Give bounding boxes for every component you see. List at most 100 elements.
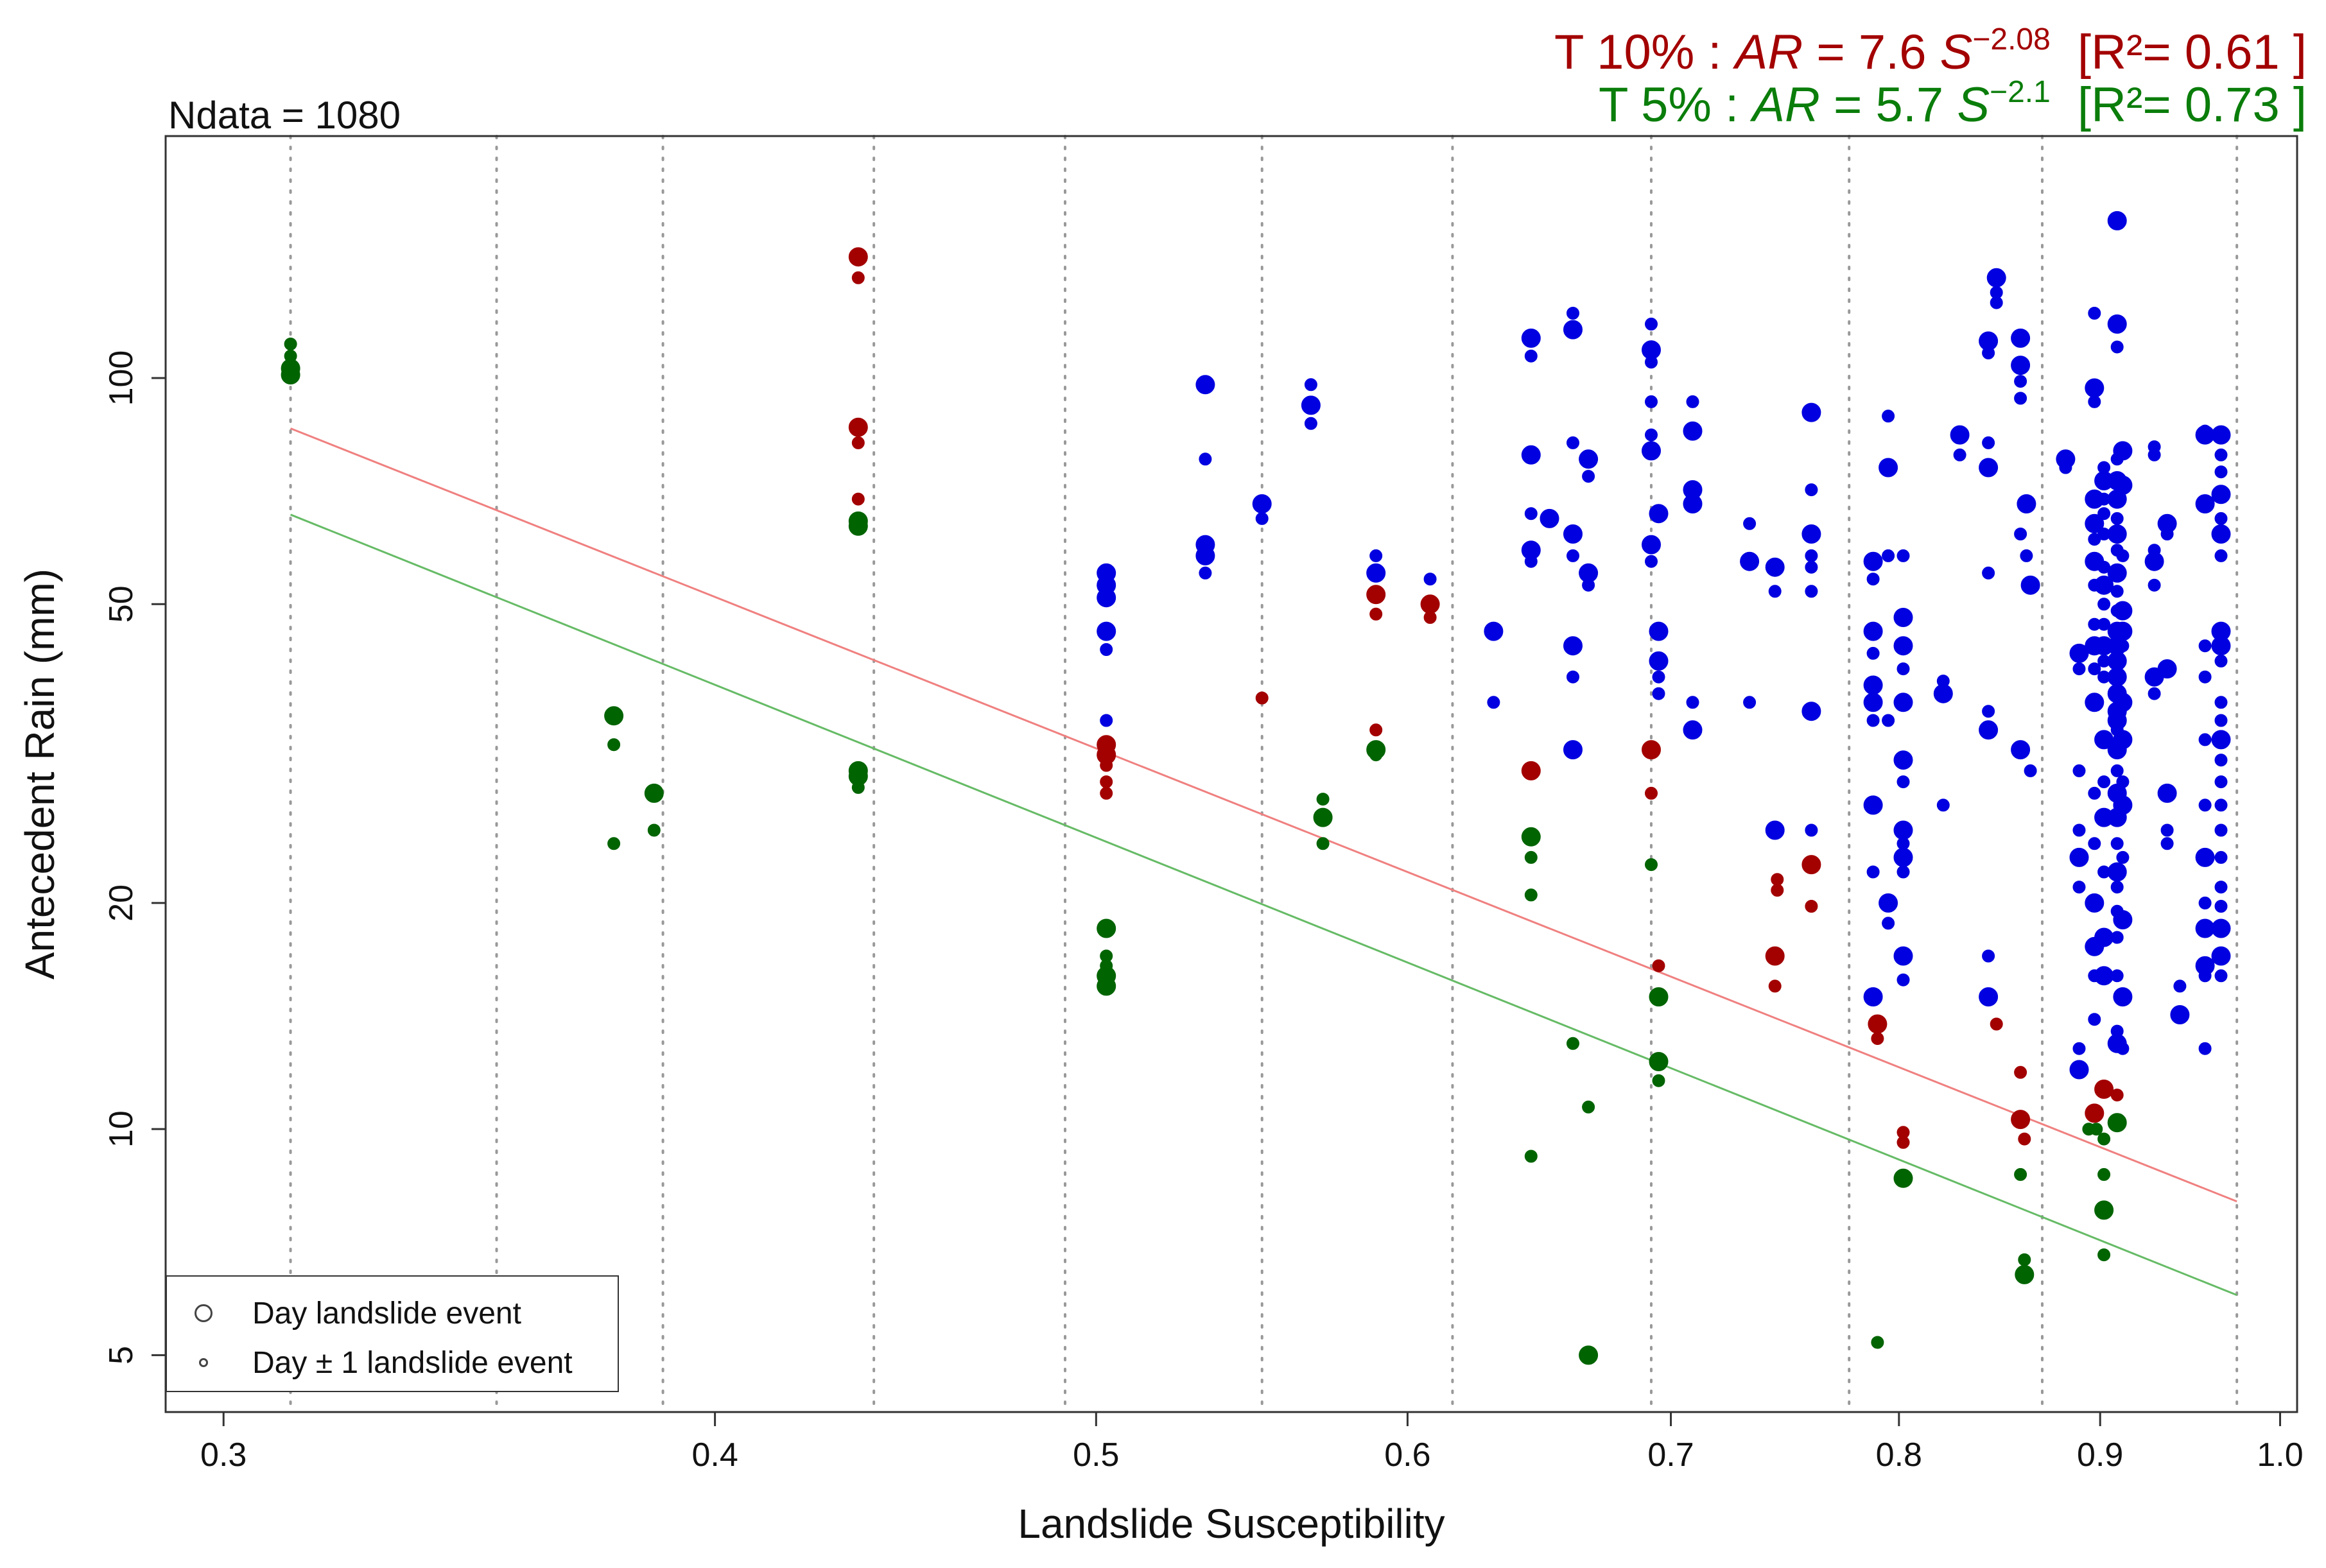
data-point xyxy=(2160,837,2174,850)
data-point xyxy=(1936,675,1950,688)
data-point xyxy=(1100,786,1113,800)
data-point xyxy=(2211,918,2231,938)
data-point xyxy=(1582,578,1595,592)
data-point xyxy=(1805,585,1818,598)
data-point xyxy=(1423,573,1437,586)
data-point xyxy=(1982,436,1995,449)
data-point xyxy=(1642,740,1661,760)
data-point xyxy=(2088,786,2101,800)
data-point xyxy=(2195,918,2215,938)
data-point xyxy=(1652,670,1665,684)
data-point xyxy=(2214,881,2228,894)
data-point xyxy=(1982,705,1995,718)
data-point xyxy=(607,738,621,752)
data-point xyxy=(2107,314,2127,334)
data-point xyxy=(1100,759,1113,772)
data-point xyxy=(1771,873,1784,886)
t5-r2: [R²= 0.73 ] xyxy=(2078,78,2307,132)
data-point xyxy=(1882,549,1895,562)
x-tick-label: 0.6 xyxy=(1384,1436,1430,1474)
y-tick-label: 50 xyxy=(103,585,140,623)
data-point xyxy=(2160,823,2174,837)
data-point xyxy=(604,706,624,726)
data-point xyxy=(1199,452,1212,466)
data-point xyxy=(1645,786,1658,800)
data-point xyxy=(2107,524,2127,544)
data-point xyxy=(1863,551,1883,571)
data-point xyxy=(2116,1042,2130,1055)
data-point xyxy=(1896,973,1910,986)
t10-exponent: −2.08 xyxy=(1972,22,2051,56)
data-point xyxy=(2072,662,2086,676)
data-point xyxy=(2198,1042,2212,1055)
data-point xyxy=(1896,549,1910,562)
data-point xyxy=(1765,557,1785,577)
data-point xyxy=(1195,546,1215,565)
data-point xyxy=(1893,750,1913,770)
x-tick-label: 0.3 xyxy=(200,1436,247,1474)
data-point xyxy=(1866,714,1880,727)
data-point xyxy=(1524,1150,1538,1163)
data-point xyxy=(1979,458,1999,478)
data-point xyxy=(1366,563,1386,583)
data-point xyxy=(1652,1074,1665,1087)
data-point xyxy=(2214,969,2228,983)
data-point xyxy=(1979,720,1999,740)
data-point xyxy=(2144,551,2164,571)
large-circle-icon xyxy=(195,1304,213,1322)
data-point xyxy=(2214,850,2228,864)
small-circle-icon xyxy=(199,1358,208,1367)
data-point xyxy=(2014,528,2027,540)
data-point xyxy=(2214,714,2228,727)
t10-var: S xyxy=(1940,25,1973,80)
data-point xyxy=(1743,696,1757,709)
x-tick-label: 0.4 xyxy=(691,1436,738,1474)
data-point xyxy=(2097,617,2111,631)
data-point xyxy=(2211,946,2231,966)
legend-label: Day landslide event xyxy=(252,1296,521,1331)
data-point xyxy=(1893,636,1913,656)
data-point xyxy=(1882,714,1895,727)
data-point xyxy=(848,516,868,536)
data-point xyxy=(1801,402,1821,422)
data-point xyxy=(2113,621,2133,641)
y-tick-label: 20 xyxy=(103,884,140,922)
data-point xyxy=(2085,893,2105,913)
data-point xyxy=(1882,409,1895,423)
data-point xyxy=(1521,761,1541,780)
data-point xyxy=(1771,884,1784,897)
data-point xyxy=(1649,1052,1669,1071)
data-point xyxy=(2214,512,2228,525)
data-point xyxy=(1100,775,1113,789)
data-point xyxy=(2097,775,2111,789)
data-point xyxy=(1301,395,1321,415)
data-point xyxy=(2072,881,2086,894)
legend-label: Day ± 1 landslide event xyxy=(252,1345,573,1380)
data-point xyxy=(1642,535,1661,555)
data-point xyxy=(1521,827,1541,847)
y-tick-label: 5 xyxy=(103,1346,140,1365)
data-point xyxy=(2170,1005,2190,1024)
data-point xyxy=(848,247,868,267)
data-point xyxy=(2011,1110,2031,1130)
data-point xyxy=(2214,798,2228,812)
data-point xyxy=(2113,730,2133,750)
data-point xyxy=(1313,807,1333,827)
data-point xyxy=(1765,946,1785,966)
data-point xyxy=(1521,445,1541,465)
data-point xyxy=(1896,837,1910,850)
data-point xyxy=(1683,494,1703,513)
data-point xyxy=(2214,754,2228,767)
data-point xyxy=(1740,551,1760,571)
data-point xyxy=(2148,687,2161,700)
data-point xyxy=(2020,549,2033,562)
data-point xyxy=(644,783,664,803)
data-point xyxy=(1645,428,1658,442)
data-point xyxy=(2113,441,2133,461)
data-point xyxy=(2011,356,2031,375)
data-point xyxy=(1893,820,1913,840)
data-point xyxy=(1805,900,1818,913)
data-point xyxy=(1990,296,2003,309)
data-point xyxy=(1645,858,1658,872)
